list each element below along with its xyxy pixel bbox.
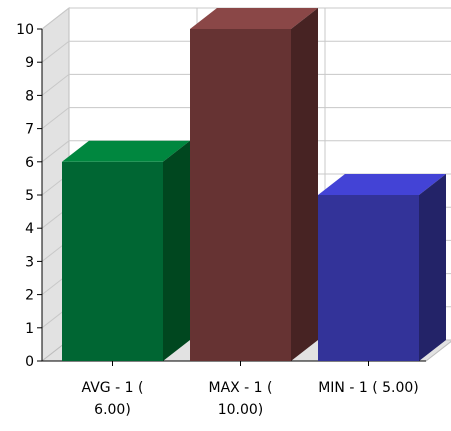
y-tick-label: 6 — [25, 155, 34, 171]
y-tick-label: 1 — [25, 321, 34, 337]
bar — [62, 140, 190, 361]
bar-front — [62, 161, 163, 361]
bar-top — [318, 174, 446, 195]
y-tick-label: 3 — [25, 254, 34, 270]
x-tick-label: AVG - 1 ( — [82, 380, 144, 396]
x-tick-label: MAX - 1 ( — [208, 380, 272, 396]
bar-front — [318, 195, 419, 361]
bar — [190, 8, 318, 361]
bar-side — [163, 140, 190, 361]
bar-side — [419, 174, 446, 361]
bar-side — [291, 8, 318, 361]
bar-top — [62, 140, 190, 162]
bar-front — [190, 29, 291, 361]
y-tick-label: 4 — [25, 221, 34, 237]
x-tick-label: 10.00) — [218, 402, 264, 418]
y-tick-label: 7 — [25, 122, 34, 138]
y-tick-label: 5 — [25, 188, 34, 204]
y-tick-label: 9 — [25, 55, 34, 71]
bar-top — [190, 8, 318, 29]
y-tick-label: 0 — [25, 354, 34, 370]
y-tick-label: 2 — [25, 288, 34, 304]
bar — [318, 174, 446, 361]
x-tick-label: MIN - 1 ( 5.00) — [318, 380, 419, 396]
x-tick-label: 6.00) — [94, 402, 131, 418]
y-tick-label: 8 — [25, 88, 34, 104]
y-tick-label: 10 — [16, 22, 34, 38]
